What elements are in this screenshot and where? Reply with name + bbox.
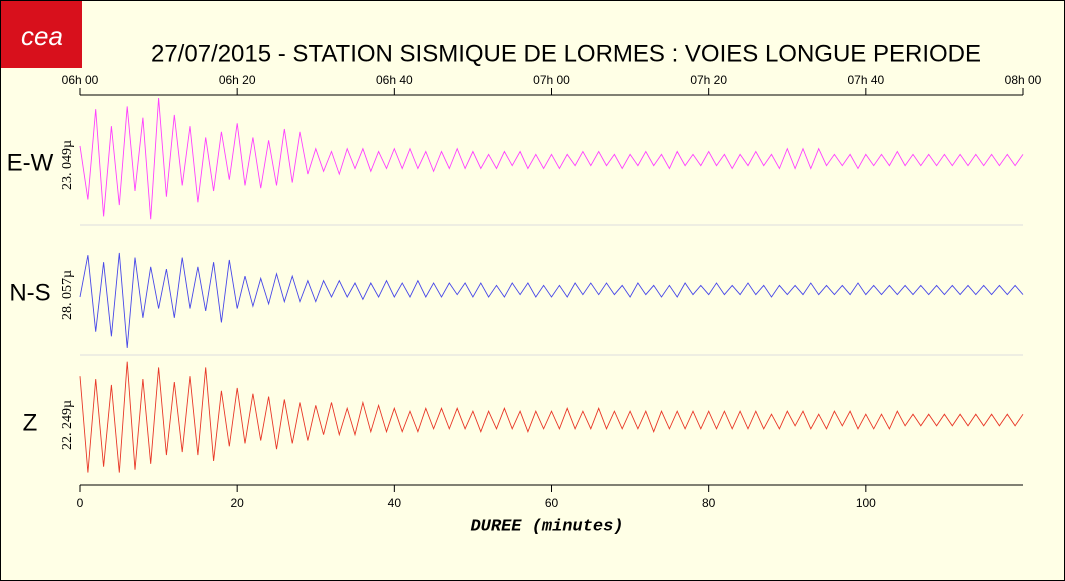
x-tick-label: 80 [702,496,716,510]
x-tick-label: 40 [388,496,402,510]
chart-title: 27/07/2015 - STATION SISMIQUE DE LORMES … [151,40,981,67]
logo-box [1,1,82,68]
channel-label: Z [23,409,38,436]
logo: cea [21,21,63,51]
top-x-tick-label: 06h 40 [376,73,413,87]
trace [79,252,1024,348]
top-x-tick-label: 07h 40 [847,73,884,87]
scale-label: 22. 249µ [60,400,75,450]
scale-label: 23. 049µ [60,140,75,190]
trace [79,97,1024,220]
top-x-tick-label: 06h 00 [62,73,99,87]
top-x-tick-label: 07h 00 [533,73,570,87]
x-tick-label: 0 [77,496,84,510]
trace [79,361,1024,473]
top-x-tick-label: 06h 20 [219,73,256,87]
scale-label: 28. 057µ [60,270,75,320]
x-axis-title: DUREE (minutes) [470,517,623,536]
top-x-tick-label: 08h 00 [1005,73,1042,87]
channel-label: N-S [9,279,50,306]
top-x-tick-label: 07h 20 [690,73,727,87]
x-tick-label: 20 [230,496,244,510]
x-tick-label: 60 [545,496,559,510]
channel-label: E-W [7,149,54,176]
x-tick-label: 100 [856,496,876,510]
